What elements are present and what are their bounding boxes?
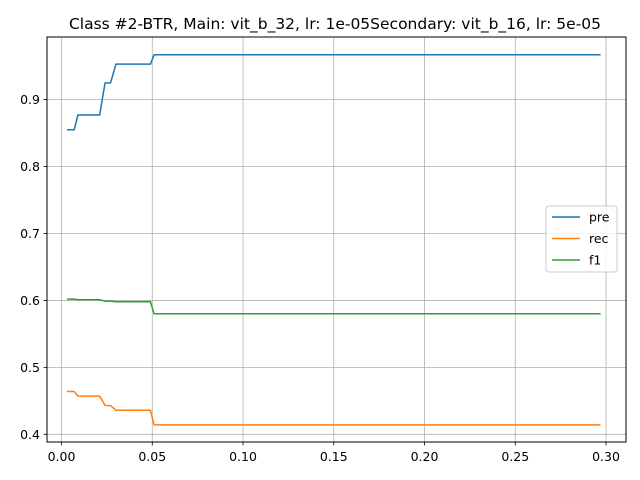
y-tick-label: 0.7 xyxy=(20,226,40,241)
series-line-rec xyxy=(66,390,601,426)
plot-area-frame xyxy=(46,36,627,443)
y-tick-label: 0.8 xyxy=(20,159,40,174)
y-tick-label: 0.5 xyxy=(20,360,40,375)
grid xyxy=(47,37,626,442)
y-tick-label: 0.4 xyxy=(20,427,40,442)
x-tick-label: 0.10 xyxy=(229,449,257,464)
axis-ticks: 0.00 0.05 0.10 0.15 0.20 0.25 0.30 0.4 0.5 0.6 0.7… xyxy=(20,92,620,464)
y-tick-label: 0.6 xyxy=(20,293,40,308)
series-line-pre xyxy=(66,53,601,131)
x-tick-label: 0.20 xyxy=(411,449,439,464)
y-tick-label: 0.9 xyxy=(20,92,40,107)
legend-label-f1: f1 xyxy=(589,253,601,268)
legend: pre rec f1 xyxy=(545,205,618,273)
x-tick-label: 0.05 xyxy=(138,449,166,464)
series-lines xyxy=(66,53,601,426)
series-line-f1 xyxy=(66,298,601,315)
x-tick-label: 0.30 xyxy=(592,449,620,464)
chart-title: Class #2-BTR, Main: vit_b_32, lr: 1e-05S… xyxy=(69,15,601,34)
x-tick-label: 0.25 xyxy=(501,449,529,464)
x-tick-label: 0.00 xyxy=(48,449,76,464)
x-tick-label: 0.15 xyxy=(320,449,348,464)
legend-box xyxy=(545,205,618,273)
legend-label-pre: pre xyxy=(589,210,610,225)
legend-label-rec: rec xyxy=(589,231,609,246)
